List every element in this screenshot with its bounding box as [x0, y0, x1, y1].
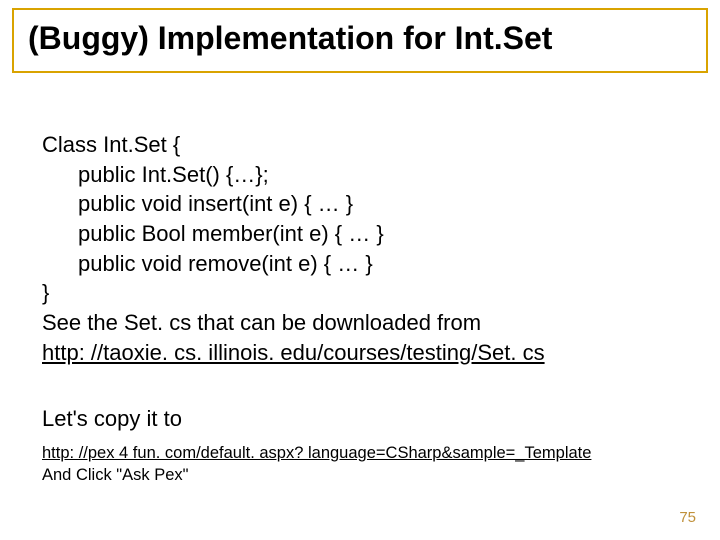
- code-line-3: public void insert(int e) { … }: [42, 189, 682, 219]
- title-box: (Buggy) Implementation for Int.Set: [12, 8, 708, 73]
- see-text: See the Set. cs that can be downloaded f…: [42, 308, 682, 338]
- code-line-4: public Bool member(int e) { … }: [42, 219, 682, 249]
- slide-title: (Buggy) Implementation for Int.Set: [28, 20, 692, 57]
- set-cs-link[interactable]: http: //taoxie. cs. illinois. edu/course…: [42, 340, 545, 365]
- copy-line: Let's copy it to: [42, 406, 182, 432]
- slide: (Buggy) Implementation for Int.Set Class…: [0, 0, 720, 540]
- code-line-6: }: [42, 278, 682, 308]
- ask-pex-text: And Click "Ask Pex": [42, 464, 591, 486]
- code-line-2: public Int.Set() {…};: [42, 160, 682, 190]
- code-line-1: Class Int.Set {: [42, 130, 682, 160]
- small-text-block: http: //pex 4 fun. com/default. aspx? la…: [42, 442, 591, 487]
- pex4fun-link[interactable]: http: //pex 4 fun. com/default. aspx? la…: [42, 444, 591, 462]
- code-line-5: public void remove(int e) { … }: [42, 249, 682, 279]
- page-number: 75: [679, 509, 696, 526]
- body-text-block: Class Int.Set { public Int.Set() {…}; pu…: [42, 130, 682, 368]
